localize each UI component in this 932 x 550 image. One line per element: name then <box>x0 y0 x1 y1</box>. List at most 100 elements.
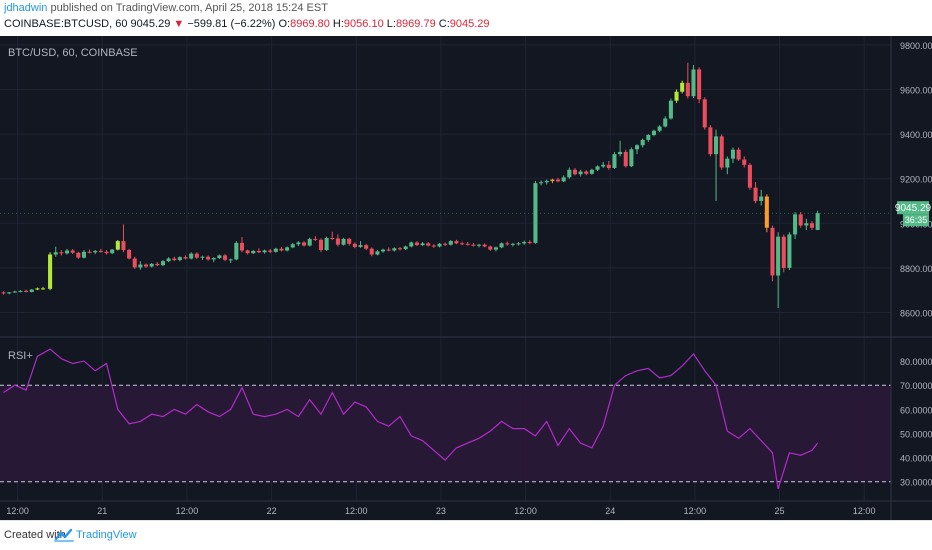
candle[interactable] <box>211 257 216 263</box>
candle-body[interactable] <box>41 288 46 290</box>
candle[interactable] <box>448 240 453 246</box>
candle-body[interactable] <box>223 255 228 260</box>
candle-body[interactable] <box>736 149 741 160</box>
candle-body[interactable] <box>302 242 307 246</box>
candle[interactable] <box>121 224 126 253</box>
candle[interactable] <box>330 231 335 240</box>
candle[interactable] <box>719 134 724 170</box>
candle[interactable] <box>454 239 459 245</box>
candle-body[interactable] <box>48 254 53 289</box>
candle-body[interactable] <box>392 248 397 251</box>
tradingview-logo-icon[interactable] <box>54 527 74 543</box>
candle-body[interactable] <box>335 238 340 245</box>
candle-body[interactable] <box>685 82 690 97</box>
candle[interactable] <box>392 247 397 252</box>
candle-body[interactable] <box>488 246 493 250</box>
candle-body[interactable] <box>132 258 137 268</box>
candle[interactable] <box>256 248 261 254</box>
candle-body[interactable] <box>640 139 645 146</box>
candle[interactable] <box>465 242 470 246</box>
candle-body[interactable] <box>674 91 679 101</box>
candle[interactable] <box>194 252 199 259</box>
candle[interactable] <box>572 167 577 176</box>
candle[interactable] <box>234 241 239 261</box>
candle[interactable] <box>584 170 589 176</box>
candle[interactable] <box>160 260 165 267</box>
candle[interactable] <box>499 242 504 249</box>
candle-body[interactable] <box>544 180 549 183</box>
candle-body[interactable] <box>155 263 160 266</box>
candle[interactable] <box>493 246 498 252</box>
candle-body[interactable] <box>793 214 798 235</box>
candle[interactable] <box>228 258 233 263</box>
candle[interactable] <box>239 237 245 253</box>
candle-body[interactable] <box>499 243 504 248</box>
candle[interactable] <box>426 242 431 247</box>
candle-body[interactable] <box>70 250 75 253</box>
rsi-line[interactable] <box>3 348 819 490</box>
candle-body[interactable] <box>426 243 431 246</box>
candle[interactable] <box>132 256 137 269</box>
candle-body[interactable] <box>189 253 194 259</box>
candle-body[interactable] <box>386 249 391 251</box>
candle-body[interactable] <box>93 250 98 253</box>
candle-body[interactable] <box>606 164 611 168</box>
candle[interactable] <box>375 250 380 256</box>
candle-body[interactable] <box>759 196 764 201</box>
candle-body[interactable] <box>420 243 425 246</box>
candle[interactable] <box>93 250 98 255</box>
candle[interactable] <box>629 147 634 168</box>
candle[interactable] <box>657 125 662 133</box>
candle[interactable] <box>589 168 594 175</box>
candle-body[interactable] <box>555 179 561 182</box>
candle-body[interactable] <box>347 238 352 244</box>
candle-body[interactable] <box>809 223 815 228</box>
candle[interactable] <box>787 232 792 271</box>
candle[interactable] <box>815 210 820 231</box>
candle[interactable] <box>358 241 363 248</box>
candle[interactable] <box>510 242 515 247</box>
candle[interactable] <box>539 180 544 186</box>
candle[interactable] <box>691 64 696 98</box>
candle-body[interactable] <box>251 250 256 254</box>
candle-body[interactable] <box>527 242 532 244</box>
candle-body[interactable] <box>211 258 216 260</box>
candle-body[interactable] <box>753 187 758 201</box>
candle[interactable] <box>127 248 132 260</box>
candle[interactable] <box>70 249 75 255</box>
candle[interactable] <box>87 249 92 254</box>
candle[interactable] <box>753 182 758 204</box>
candle[interactable] <box>437 242 442 248</box>
candle[interactable] <box>138 261 143 270</box>
candle-body[interactable] <box>268 250 273 252</box>
candle-body[interactable] <box>629 149 634 167</box>
candle-body[interactable] <box>409 242 414 247</box>
candle[interactable] <box>268 248 273 254</box>
candle-body[interactable] <box>533 183 538 243</box>
candle[interactable] <box>522 240 527 245</box>
candle-body[interactable] <box>646 134 651 140</box>
candle-body[interactable] <box>725 158 730 168</box>
candle[interactable] <box>635 144 640 155</box>
candle[interactable] <box>347 237 352 246</box>
candle-body[interactable] <box>307 238 312 246</box>
candle-body[interactable] <box>104 251 109 254</box>
candle-body[interactable] <box>206 256 211 260</box>
candle[interactable] <box>115 240 120 251</box>
candle[interactable] <box>35 287 40 291</box>
candle[interactable] <box>742 156 747 168</box>
candle[interactable] <box>544 179 549 185</box>
candle[interactable] <box>110 248 115 255</box>
candle-body[interactable] <box>64 250 70 254</box>
candle[interactable] <box>217 254 222 259</box>
candle-body[interactable] <box>584 171 589 174</box>
candle[interactable] <box>668 98 673 120</box>
candle[interactable] <box>7 291 12 295</box>
candle-body[interactable] <box>448 241 453 245</box>
candle-body[interactable] <box>29 289 34 292</box>
candle-body[interactable] <box>279 248 284 251</box>
candle-body[interactable] <box>516 243 521 245</box>
candle[interactable] <box>352 242 357 249</box>
candle-body[interactable] <box>635 145 640 150</box>
candle-body[interactable] <box>770 227 775 276</box>
